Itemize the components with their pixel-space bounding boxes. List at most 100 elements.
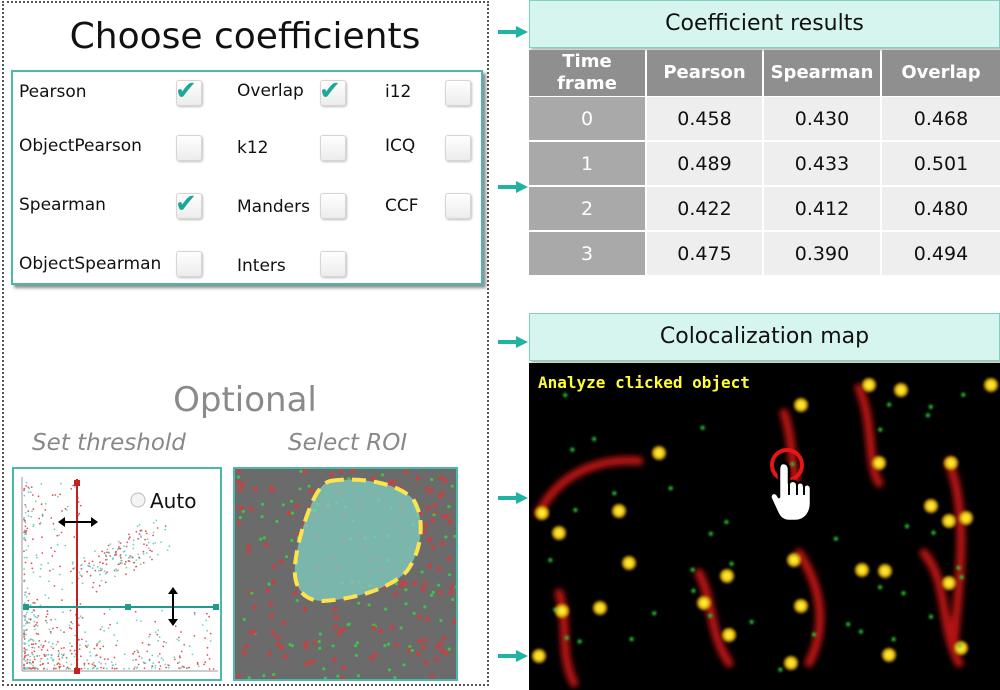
roi-outline[interactable] <box>292 477 423 604</box>
scatter-point <box>101 568 104 570</box>
scatter-point <box>123 667 125 670</box>
image-blob <box>236 520 242 526</box>
checkbox-inters[interactable] <box>320 251 346 277</box>
map-spot <box>564 635 569 640</box>
checkbox-k12[interactable] <box>320 135 346 161</box>
image-blob <box>338 469 344 474</box>
scatter-point <box>24 652 26 655</box>
scatter-point <box>47 597 50 600</box>
scatter-point <box>23 656 26 659</box>
scatter-point <box>33 655 36 658</box>
checkbox-pearson[interactable]: ✔ <box>175 77 202 106</box>
scatter-point <box>25 596 28 598</box>
scatter-point <box>33 625 36 628</box>
image-blob <box>290 644 294 648</box>
coef-label-i12: i12 <box>385 82 412 102</box>
image-blob <box>329 472 335 478</box>
colocalization-map[interactable]: Analyze clicked object <box>529 363 1000 690</box>
image-blob <box>447 647 451 651</box>
checkbox-objectpearson[interactable] <box>176 135 202 161</box>
scatter-point <box>132 543 135 546</box>
scatter-point <box>128 538 130 540</box>
image-blob <box>453 534 456 538</box>
scatter-point <box>111 667 114 670</box>
scatter-point <box>132 652 134 655</box>
scatter-point <box>136 666 139 668</box>
scatter-point <box>31 510 33 513</box>
image-blob <box>367 603 371 607</box>
map-spot <box>833 536 838 541</box>
scatter-point <box>31 652 33 654</box>
image-blob <box>425 505 431 511</box>
scatter-point <box>69 642 71 645</box>
scatter-point <box>86 646 88 648</box>
scatter-point <box>46 610 49 613</box>
scatter-point <box>96 643 98 645</box>
auto-radio-button[interactable] <box>130 492 146 508</box>
image-blob <box>265 588 271 594</box>
scatter-point <box>104 581 107 584</box>
image-blob <box>424 616 430 622</box>
scatter-point <box>132 539 135 542</box>
vertical-drag-arrow-icon[interactable] <box>168 587 178 626</box>
checkbox-manders[interactable] <box>320 193 346 219</box>
checkbox-spearman[interactable]: ✔ <box>175 190 202 219</box>
scatter-point <box>64 507 67 510</box>
scatter-point <box>51 494 54 497</box>
image-blob <box>422 637 428 643</box>
scatter-point <box>52 647 54 650</box>
map-spot <box>812 632 816 637</box>
checkbox-overlap[interactable]: ✔ <box>319 77 346 106</box>
scatter-point <box>91 560 94 563</box>
scatter-point <box>126 541 129 544</box>
checkbox-ccf[interactable] <box>445 193 471 219</box>
scatter-point <box>147 643 150 646</box>
scatter-point <box>117 563 120 566</box>
scatter-point <box>58 652 61 654</box>
scatter-point <box>25 633 27 636</box>
image-blob <box>263 542 269 548</box>
scatter-point <box>25 654 27 657</box>
table-row: 3 0.475 0.390 0.494 <box>529 232 1000 276</box>
scatter-point <box>33 602 36 604</box>
scatter-point <box>24 648 27 651</box>
scatter-point <box>38 517 40 520</box>
scatter-point <box>99 628 102 631</box>
image-blob <box>434 656 440 662</box>
scatter-point <box>123 653 126 656</box>
map-spot <box>629 637 634 642</box>
scatter-point <box>23 602 26 604</box>
scatter-point <box>29 491 32 494</box>
scatter-point <box>23 487 26 490</box>
scatter-point <box>33 647 36 649</box>
scatter-point <box>98 584 101 587</box>
scatter-point <box>23 647 26 650</box>
checkbox-i12[interactable] <box>445 80 471 106</box>
threshold-scatter-plot[interactable]: Auto <box>12 467 222 681</box>
scatter-point <box>23 624 25 627</box>
scatter-point <box>50 656 53 659</box>
scatter-point <box>58 665 61 668</box>
image-blob <box>331 644 335 648</box>
scatter-point <box>107 658 109 661</box>
scatter-point <box>26 527 29 530</box>
scatter-point <box>106 571 108 573</box>
scatter-point <box>180 666 182 669</box>
image-blob <box>431 590 435 594</box>
scatter-point <box>149 556 152 558</box>
scatter-point <box>107 544 110 547</box>
scatter-point <box>143 543 145 545</box>
scatter-point <box>167 666 170 669</box>
spearman-cell: 0.433 <box>764 142 880 185</box>
scatter-point <box>98 555 100 558</box>
image-blob <box>304 661 310 667</box>
checkbox-icq[interactable] <box>445 135 471 161</box>
roi-selection-image[interactable] <box>233 467 458 681</box>
scatter-point <box>35 632 38 635</box>
image-blob <box>432 513 436 517</box>
scatter-point <box>35 624 37 626</box>
image-blob <box>446 556 452 562</box>
horizontal-drag-arrow-icon[interactable] <box>58 517 98 527</box>
scatter-point <box>206 629 209 632</box>
checkbox-objectspearman[interactable] <box>176 251 202 277</box>
